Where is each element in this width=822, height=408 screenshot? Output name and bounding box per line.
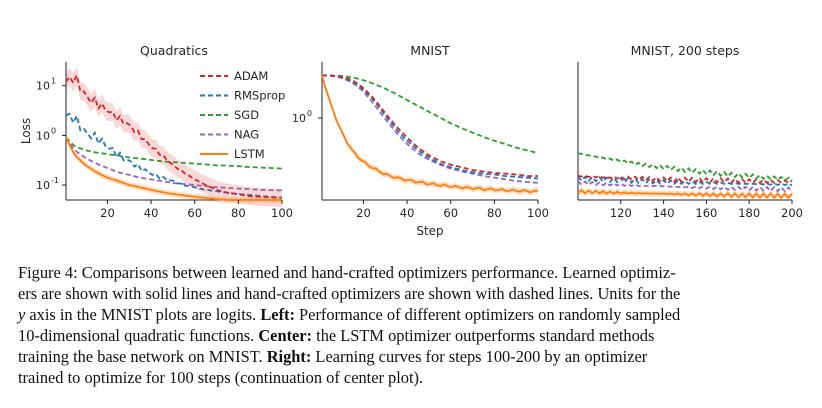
caption-text: training the base network on MNIST. xyxy=(18,347,267,366)
x-tick-label: 100 xyxy=(527,206,549,220)
series-line-nag xyxy=(65,137,283,192)
caption-line-5: training the base network on MNIST. Righ… xyxy=(18,346,808,367)
x-tick-label: 140 xyxy=(653,206,675,220)
caption-text: Performance of different optimizers on r… xyxy=(294,305,681,324)
x-tick-label: 120 xyxy=(610,206,632,220)
y-tick-label: 10 xyxy=(36,129,50,142)
legend-label: NAG xyxy=(234,128,259,142)
series-band-adam xyxy=(66,66,282,207)
caption-bold-label: Left: xyxy=(260,305,295,324)
chart-panel-2: MNIST 20 40 60 80 100 10 0 Step xyxy=(292,43,549,238)
y-tick-exponent: 0 xyxy=(307,109,312,118)
x-axis-label: Step xyxy=(416,224,443,238)
caption-text: the LSTM optimizer outperforms standard … xyxy=(312,326,655,345)
caption-text: trained to optimize for 100 steps (conti… xyxy=(18,368,424,387)
caption-bold-label: Center: xyxy=(258,326,313,345)
series-line-nag xyxy=(577,180,793,193)
series-line-sgd xyxy=(322,74,539,155)
y-tick-label: 10 xyxy=(36,80,50,93)
caption-bold-label: Right: xyxy=(266,347,312,366)
caption-text: Learning curves for steps 100-200 by an … xyxy=(311,347,648,366)
y-axis-label: Loss xyxy=(19,118,33,144)
y-tick-exponent: 0 xyxy=(51,126,56,135)
chart-title: MNIST xyxy=(410,43,450,58)
caption-variable: y xyxy=(18,305,26,324)
caption-line-6: trained to optimize for 100 steps (conti… xyxy=(18,367,808,388)
series-line-lstm xyxy=(321,75,539,194)
series-line-rmsprop xyxy=(322,74,539,180)
x-tick-label: 80 xyxy=(487,206,502,220)
x-tick-label: 200 xyxy=(781,206,803,220)
series-line-sgd xyxy=(65,136,283,170)
caption-text: Figure 4: Comparisons between learned an… xyxy=(18,263,676,282)
x-tick-label: 20 xyxy=(356,206,371,220)
caption-line-4: 10-dimensional quadratic functions. Cent… xyxy=(18,325,808,346)
caption-text: 10-dimensional quadratic functions. xyxy=(18,326,259,345)
series-line-lstm xyxy=(577,188,793,200)
caption-line-2: ers are shown with solid lines and hand-… xyxy=(18,283,808,304)
series-line-adam xyxy=(577,174,793,185)
series-line-adam xyxy=(322,74,538,177)
x-tick-label: 80 xyxy=(231,206,246,220)
chart-title: MNIST, 200 steps xyxy=(631,43,740,58)
caption-text: axis in the MNIST plots are logits. xyxy=(25,305,261,324)
series-line-rmsprop xyxy=(65,112,283,199)
x-tick-label: 60 xyxy=(443,206,458,220)
y-tick-label: 10 xyxy=(292,112,306,125)
legend-label: RMSprop xyxy=(234,89,285,103)
y-tick-exponent: 1 xyxy=(51,77,56,86)
series-line-rmsprop xyxy=(577,175,793,187)
chart-panel-3: MNIST, 200 steps 120 140 160 180 200 xyxy=(577,43,803,220)
legend-label: SGD xyxy=(234,108,259,122)
x-tick-label: 100 xyxy=(271,206,293,220)
x-tick-label: 40 xyxy=(144,206,159,220)
series-line-lstm xyxy=(65,137,282,201)
x-tick-label: 180 xyxy=(738,206,760,220)
x-tick-label: 40 xyxy=(400,206,415,220)
x-tick-label: 160 xyxy=(695,206,717,220)
legend: ADAM RMSprop SGD NAG LSTM xyxy=(200,69,285,161)
caption-line-3: y axis in the MNIST plots are logits. Le… xyxy=(18,304,808,325)
chart-title: Quadratics xyxy=(140,43,208,58)
legend-label: LSTM xyxy=(234,147,265,161)
caption-text: ers are shown with solid lines and hand-… xyxy=(18,284,681,303)
figure-caption: Figure 4: Comparisons between learned an… xyxy=(18,262,808,388)
y-tick-exponent: -1 xyxy=(51,176,59,185)
y-tick-label: 10 xyxy=(36,179,50,192)
x-tick-label: 60 xyxy=(187,206,202,220)
x-tick-label: 20 xyxy=(100,206,115,220)
legend-label: ADAM xyxy=(234,69,268,83)
series-line-nag xyxy=(322,74,539,184)
caption-line-1: Figure 4: Comparisons between learned an… xyxy=(18,262,808,283)
